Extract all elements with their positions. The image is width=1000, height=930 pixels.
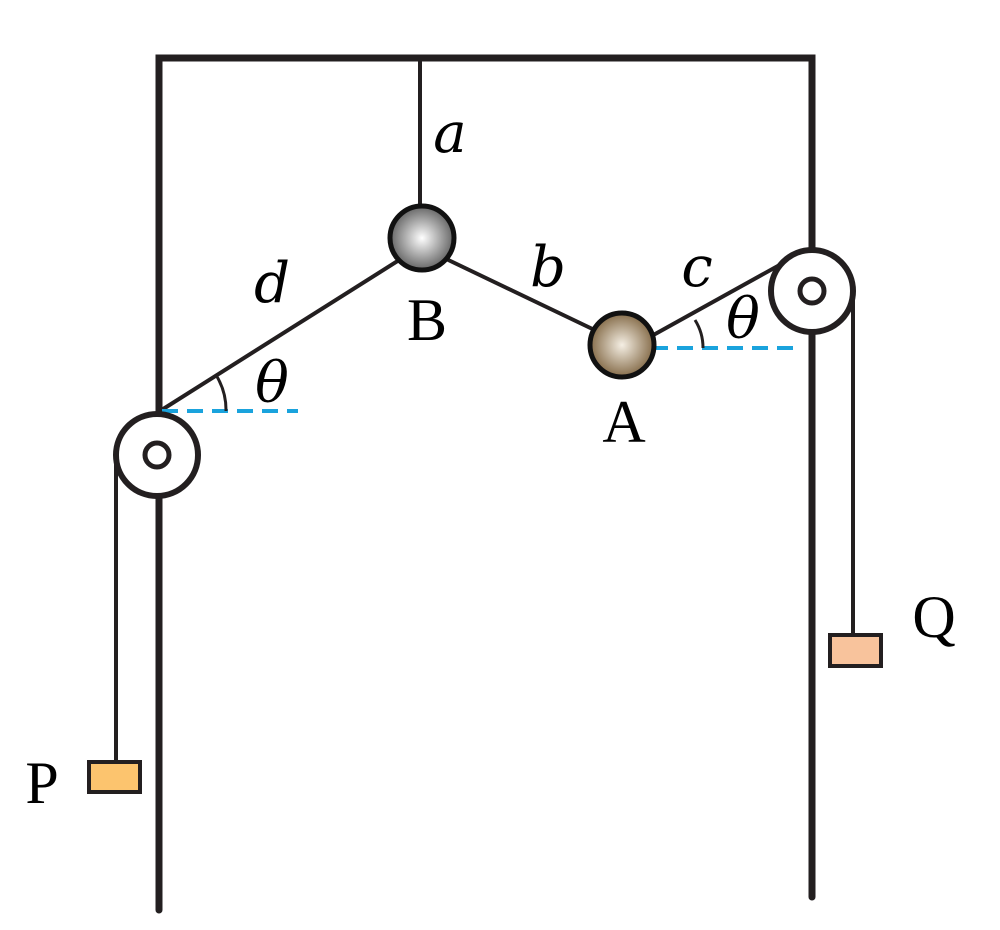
- angle-arcs: [214, 319, 705, 412]
- left-angle-arc: [214, 374, 228, 412]
- rope-d: [158, 248, 417, 413]
- frame-outline: [155, 54, 816, 914]
- label-angle-left: θ: [255, 351, 289, 416]
- frame: [155, 54, 816, 914]
- right-pulley: [768, 247, 856, 335]
- label-block-P: P: [25, 750, 58, 816]
- label-block-Q: Q: [912, 584, 955, 650]
- label-rope-d: d: [254, 251, 290, 316]
- block-P: [87, 760, 142, 794]
- rope-b: [439, 254, 606, 337]
- block-Q: [828, 633, 883, 668]
- label-angle-right: θ: [726, 287, 760, 352]
- label-ball-B: B: [407, 287, 447, 353]
- label-rope-b: b: [530, 235, 566, 300]
- label-rope-a: a: [433, 101, 466, 166]
- rope-c: [647, 260, 786, 340]
- left-pulley: [113, 411, 201, 499]
- right-pulley-axle: [797, 276, 827, 306]
- label-ball-A: A: [602, 389, 645, 455]
- dashed-guides: [162, 346, 793, 413]
- ball-A: [587, 310, 657, 380]
- ball-B: [387, 203, 457, 273]
- right-angle-arc: [693, 319, 705, 349]
- ropes: [114, 60, 855, 760]
- label-rope-c: c: [681, 235, 712, 300]
- left-pulley-axle: [142, 440, 172, 470]
